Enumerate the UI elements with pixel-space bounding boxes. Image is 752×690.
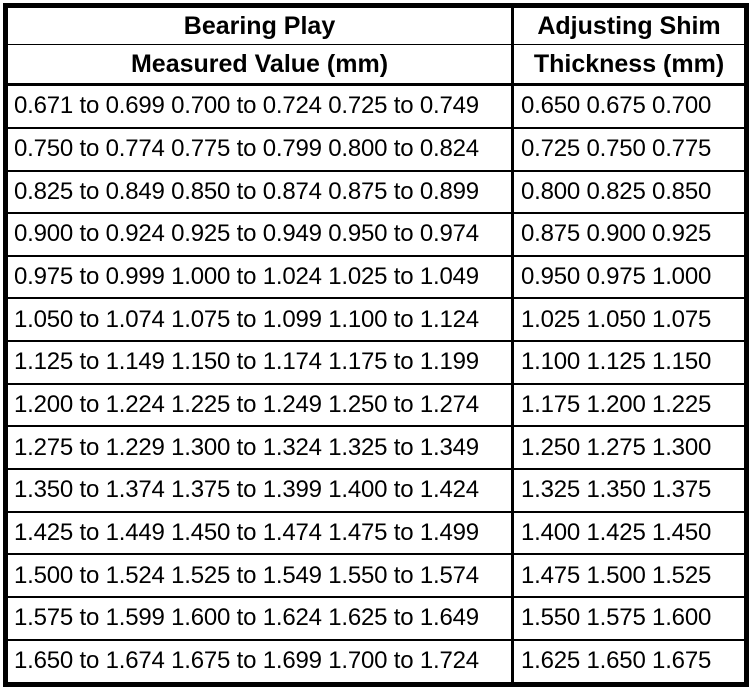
header-measured-value: Measured Value (mm) bbox=[4, 44, 514, 86]
shim-thickness-cell: 0.875 0.900 0.925 bbox=[511, 212, 748, 257]
table-row: 1.575 to 1.599 1.600 to 1.624 1.625 to 1… bbox=[4, 595, 748, 641]
shim-thickness-cell: 1.175 1.200 1.225 bbox=[511, 382, 748, 428]
shim-thickness-cell: 1.550 1.575 1.600 bbox=[511, 595, 748, 641]
shim-thickness-cell: 1.025 1.050 1.075 bbox=[511, 297, 748, 343]
header-row-1: Bearing Play Adjusting Shim bbox=[4, 4, 748, 45]
measured-value-cell: 1.500 to 1.524 1.525 to 1.549 1.550 to 1… bbox=[4, 553, 514, 598]
bearing-shim-table: Bearing Play Adjusting Shim Measured Val… bbox=[3, 3, 749, 687]
table-row: 0.975 to 0.999 1.000 to 1.024 1.025 to 1… bbox=[4, 254, 748, 300]
shim-thickness-cell: 1.100 1.125 1.150 bbox=[511, 340, 748, 385]
measured-value-cell: 0.900 to 0.924 0.925 to 0.949 0.950 to 0… bbox=[4, 212, 514, 257]
measured-value-cell: 1.650 to 1.674 1.675 to 1.699 1.700 to 1… bbox=[4, 638, 514, 686]
table-row: 0.671 to 0.699 0.700 to 0.724 0.725 to 0… bbox=[4, 83, 748, 129]
table-row: 0.750 to 0.774 0.775 to 0.799 0.800 to 0… bbox=[4, 126, 748, 172]
shim-thickness-cell: 1.475 1.500 1.525 bbox=[511, 553, 748, 598]
shim-thickness-cell: 1.250 1.275 1.300 bbox=[511, 425, 748, 470]
measured-value-cell: 0.975 to 0.999 1.000 to 1.024 1.025 to 1… bbox=[4, 254, 514, 300]
table-row: 1.500 to 1.524 1.525 to 1.549 1.550 to 1… bbox=[4, 553, 748, 598]
table-row: 0.900 to 0.924 0.925 to 0.949 0.950 to 0… bbox=[4, 212, 748, 257]
shim-thickness-cell: 0.950 0.975 1.000 bbox=[511, 254, 748, 300]
shim-thickness-cell: 0.725 0.750 0.775 bbox=[511, 126, 748, 172]
measured-value-cell: 0.750 to 0.774 0.775 to 0.799 0.800 to 0… bbox=[4, 126, 514, 172]
header-thickness: Thickness (mm) bbox=[511, 44, 748, 86]
table-row: 0.825 to 0.849 0.850 to 0.874 0.875 to 0… bbox=[4, 169, 748, 215]
measured-value-cell: 1.350 to 1.374 1.375 to 1.399 1.400 to 1… bbox=[4, 467, 514, 513]
measured-value-cell: 1.200 to 1.224 1.225 to 1.249 1.250 to 1… bbox=[4, 382, 514, 428]
table-row: 1.275 to 1.229 1.300 to 1.324 1.325 to 1… bbox=[4, 425, 748, 470]
table-row: 1.050 to 1.074 1.075 to 1.099 1.100 to 1… bbox=[4, 297, 748, 343]
measured-value-cell: 1.050 to 1.074 1.075 to 1.099 1.100 to 1… bbox=[4, 297, 514, 343]
measured-value-cell: 1.425 to 1.449 1.450 to 1.474 1.475 to 1… bbox=[4, 510, 514, 556]
shim-thickness-cell: 0.800 0.825 0.850 bbox=[511, 169, 748, 215]
table-row: 1.350 to 1.374 1.375 to 1.399 1.400 to 1… bbox=[4, 467, 748, 513]
shim-thickness-cell: 1.325 1.350 1.375 bbox=[511, 467, 748, 513]
measured-value-cell: 1.275 to 1.229 1.300 to 1.324 1.325 to 1… bbox=[4, 425, 514, 470]
header-adjusting-shim: Adjusting Shim bbox=[511, 4, 748, 45]
header-row-2: Measured Value (mm) Thickness (mm) bbox=[4, 44, 748, 86]
measured-value-cell: 0.825 to 0.849 0.850 to 0.874 0.875 to 0… bbox=[4, 169, 514, 215]
measured-value-cell: 0.671 to 0.699 0.700 to 0.724 0.725 to 0… bbox=[4, 83, 514, 129]
measured-value-cell: 1.125 to 1.149 1.150 to 1.174 1.175 to 1… bbox=[4, 340, 514, 385]
header-bearing-play: Bearing Play bbox=[4, 4, 514, 45]
table-row: 1.425 to 1.449 1.450 to 1.474 1.475 to 1… bbox=[4, 510, 748, 556]
shim-thickness-cell: 1.625 1.650 1.675 bbox=[511, 638, 748, 686]
table-row: 1.650 to 1.674 1.675 to 1.699 1.700 to 1… bbox=[4, 638, 748, 686]
table-row: 1.125 to 1.149 1.150 to 1.174 1.175 to 1… bbox=[4, 340, 748, 385]
measured-value-cell: 1.575 to 1.599 1.600 to 1.624 1.625 to 1… bbox=[4, 595, 514, 641]
shim-thickness-cell: 1.400 1.425 1.450 bbox=[511, 510, 748, 556]
shim-thickness-cell: 0.650 0.675 0.700 bbox=[511, 83, 748, 129]
table-row: 1.200 to 1.224 1.225 to 1.249 1.250 to 1… bbox=[4, 382, 748, 428]
